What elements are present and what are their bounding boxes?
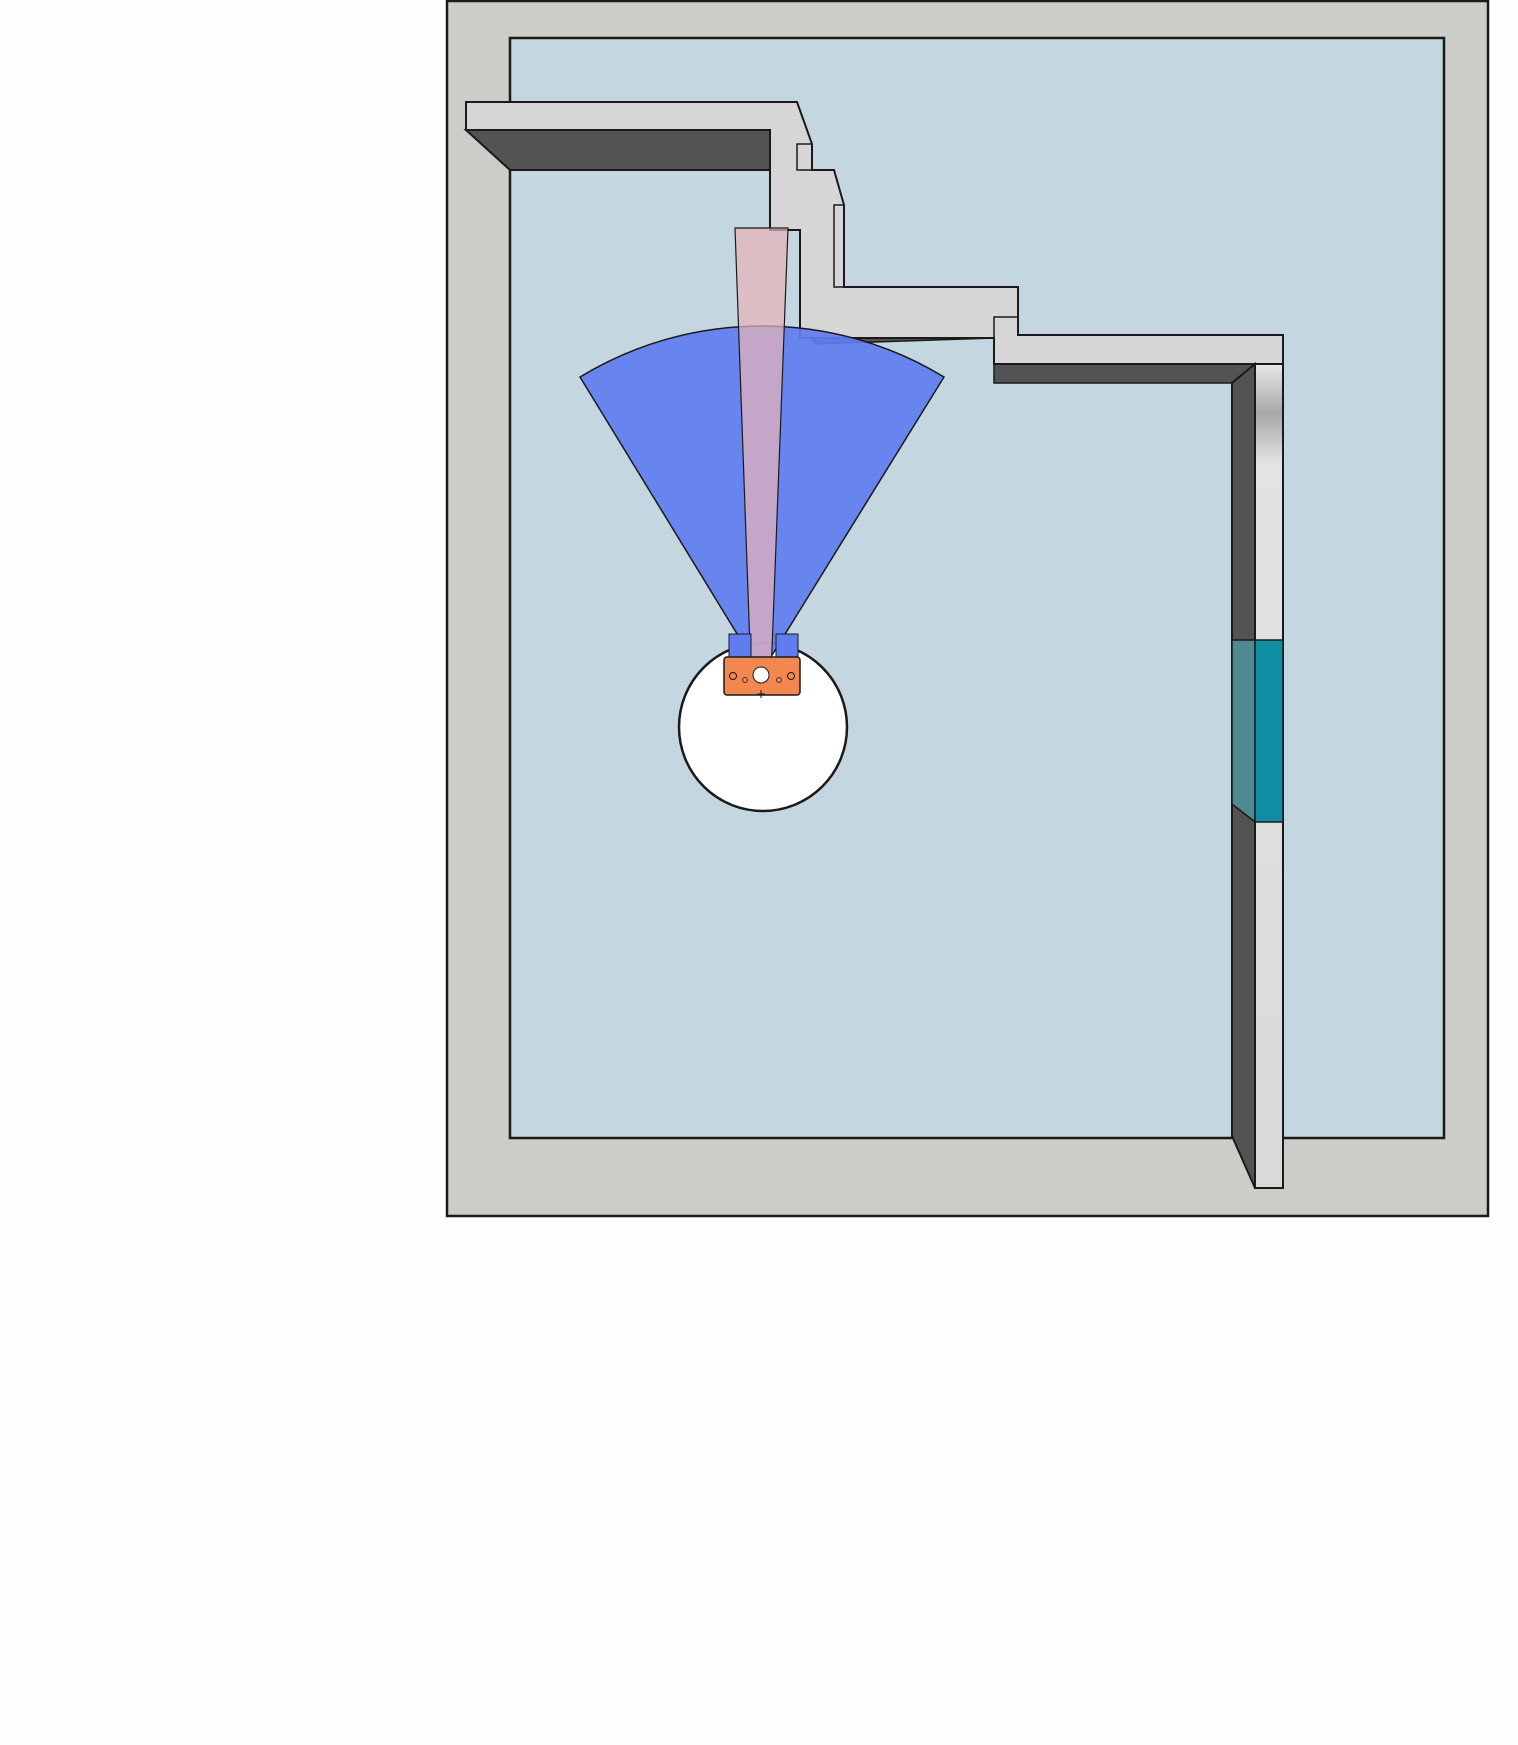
robot-sensor-right <box>775 633 799 661</box>
robot-sensor-left <box>728 633 752 661</box>
glass-door <box>1231 639 1284 824</box>
wall-edge-3 <box>993 287 1019 338</box>
robot-wheel-right <box>787 672 795 680</box>
wall-side-4 <box>993 363 1258 384</box>
robot-bolt-1 <box>742 677 748 683</box>
robot-bolt-2 <box>776 677 782 683</box>
room-floor <box>508 36 1446 1140</box>
wall-edge-2 <box>833 204 844 288</box>
door-side <box>1231 639 1256 824</box>
wall-side-1 <box>463 129 771 171</box>
wall-edge-1 <box>796 143 834 171</box>
robot <box>723 633 801 698</box>
robot-lidar <box>752 666 770 684</box>
robot-wheel-left <box>729 672 737 680</box>
door-top <box>1254 639 1284 823</box>
